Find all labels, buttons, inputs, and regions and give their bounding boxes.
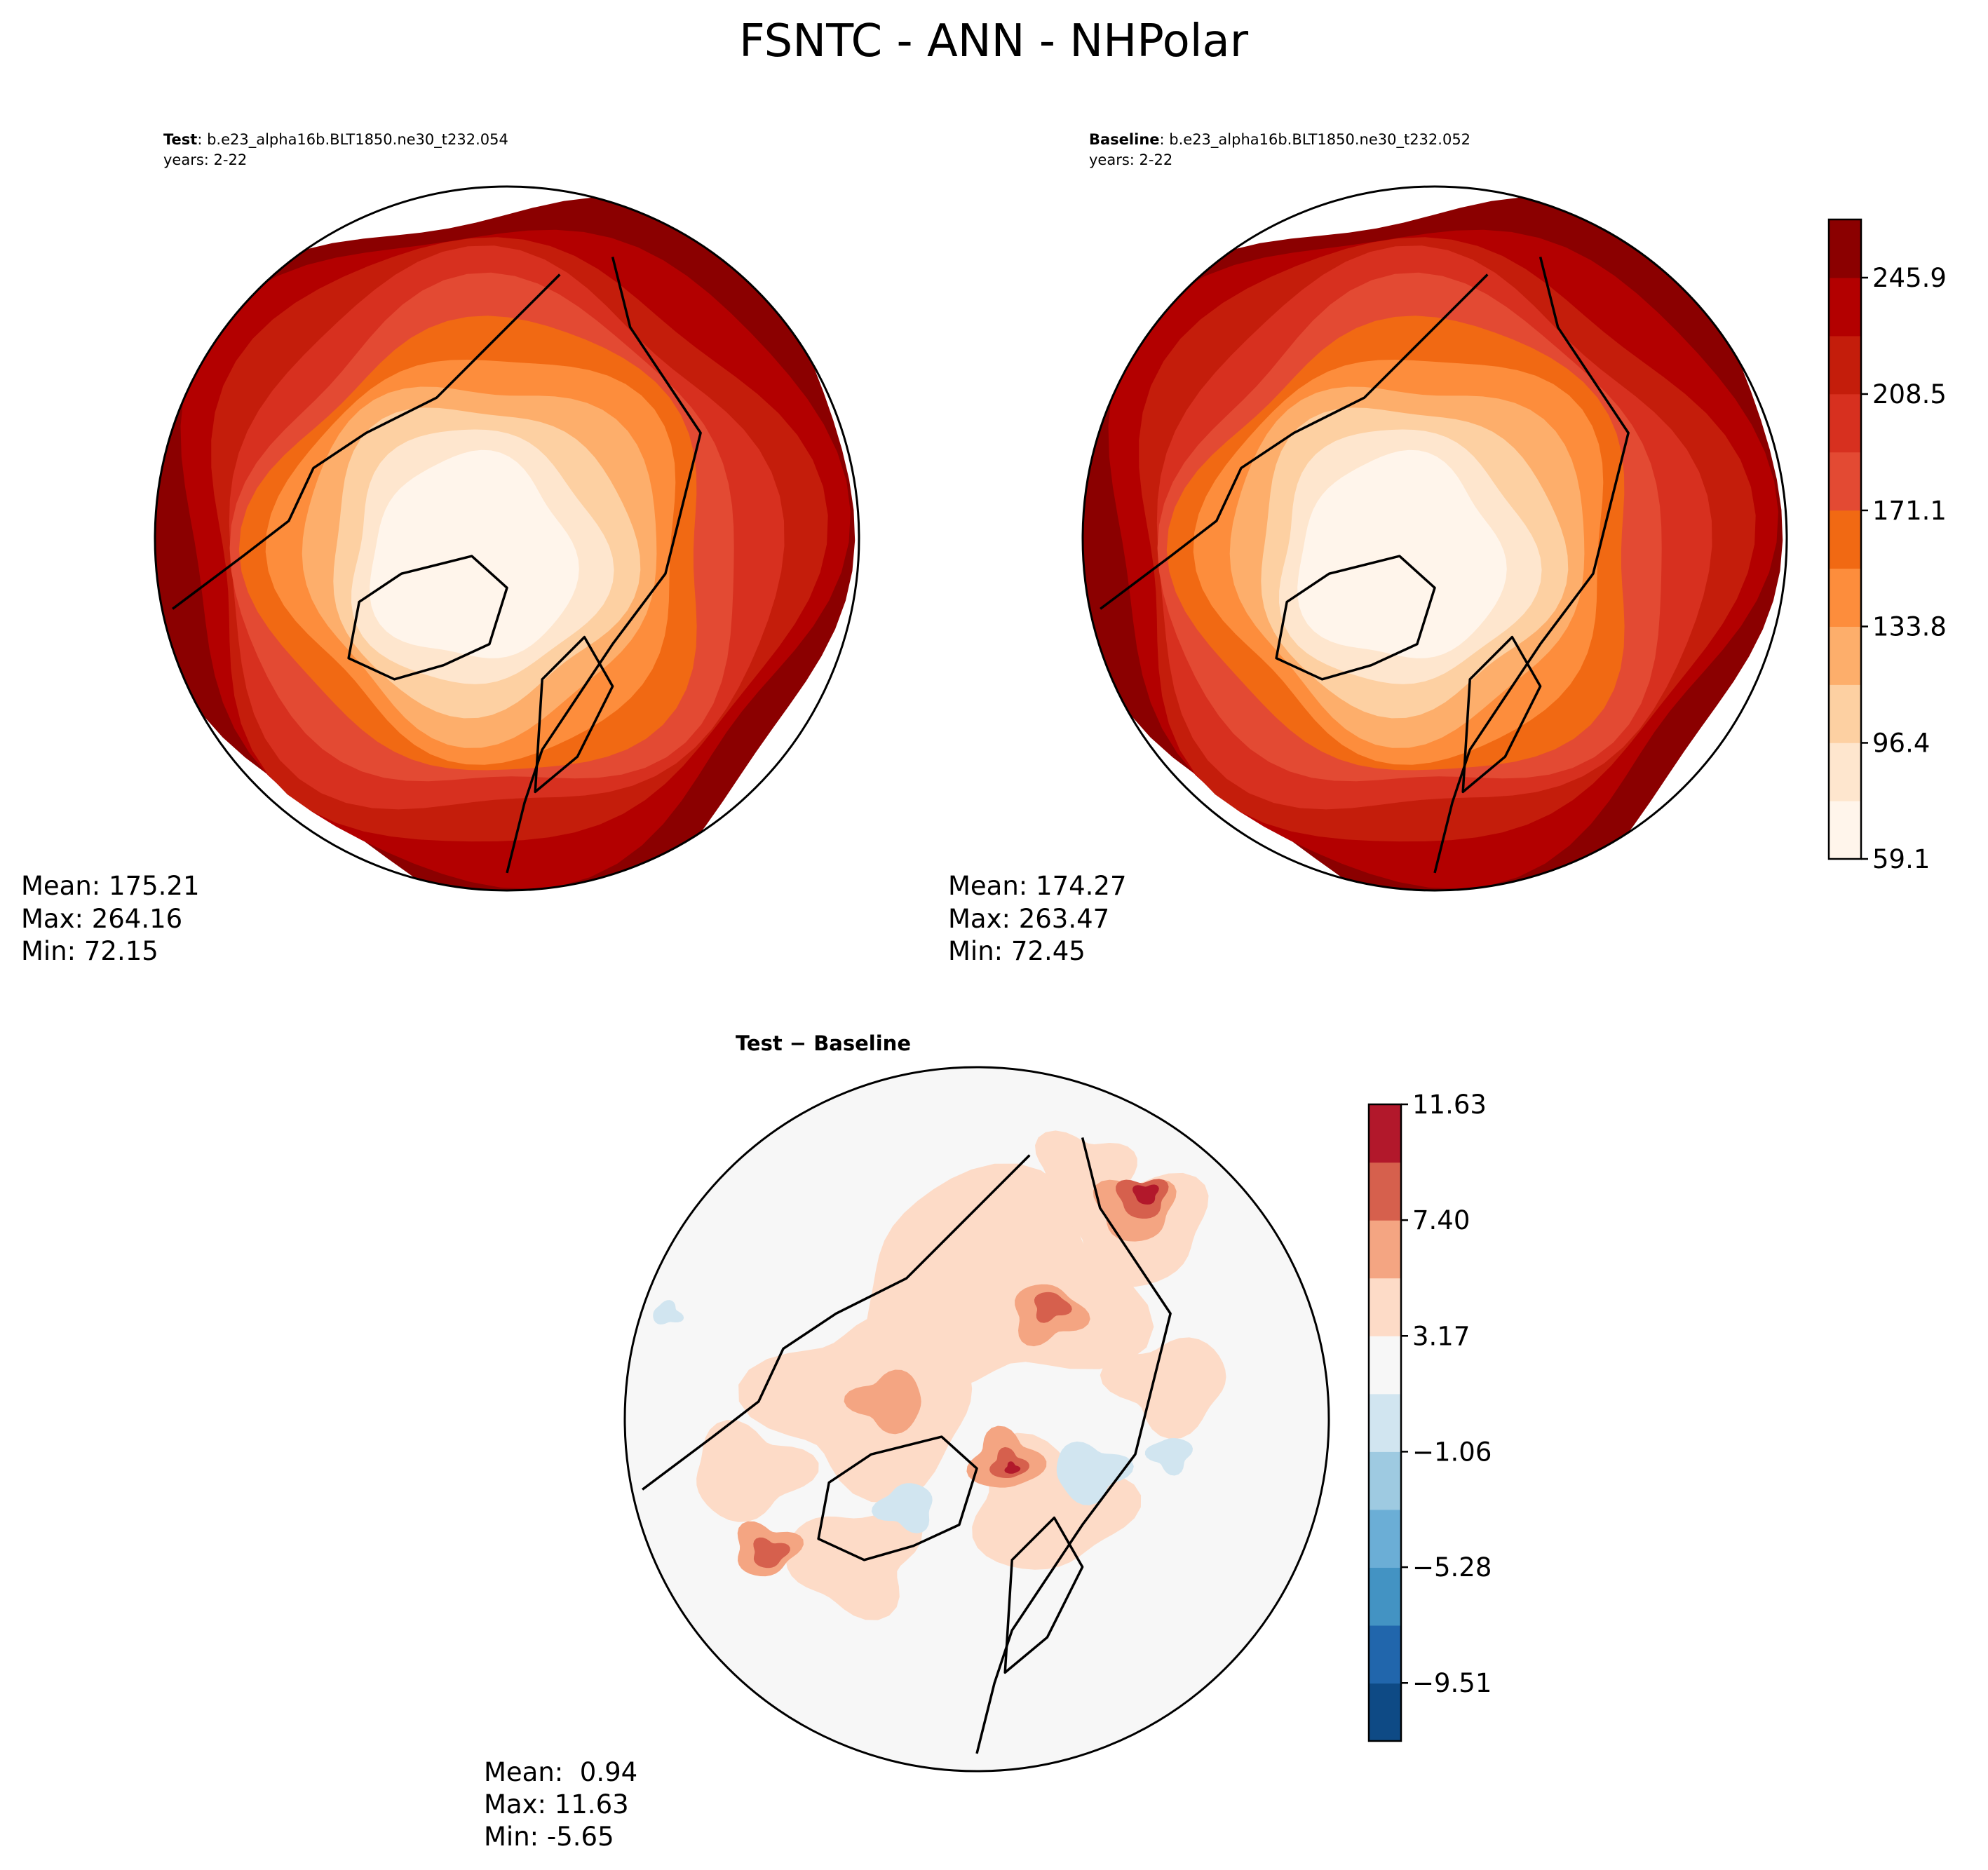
colorbar-swatch	[1829, 335, 1861, 395]
colorbar-tick-label: −9.51	[1412, 1668, 1492, 1698]
coastline	[1003, 1516, 1084, 1674]
coastline	[1100, 273, 1489, 610]
colorbar-swatch	[1369, 1625, 1401, 1684]
panel-baseline-years: years: 2-22	[1089, 151, 1172, 168]
panel-baseline-mean: Mean: 174.27	[948, 871, 1127, 901]
colorbar-swatch	[1369, 1220, 1401, 1279]
panel-difference-mean: Mean: 0.94	[484, 1757, 637, 1787]
colorbar-swatch	[1369, 1451, 1401, 1510]
colorbar-tick-label: 96.4	[1872, 728, 1930, 758]
contour-band	[1004, 1461, 1021, 1474]
coastline	[642, 1154, 1031, 1491]
panel-test-label-bold: Test	[163, 131, 197, 148]
contour-band	[370, 449, 579, 658]
coastline	[172, 273, 561, 610]
colorbar-swatch	[1369, 1336, 1401, 1395]
colorbar-tick-label: 3.17	[1412, 1321, 1470, 1351]
colorbar-swatch	[1369, 1104, 1401, 1163]
panel-test-min: Min: 72.15	[21, 936, 158, 966]
colorbar-swatch	[1829, 277, 1861, 337]
panel-test-max: Max: 264.16	[21, 904, 182, 934]
coastline	[817, 1435, 978, 1561]
coastline	[1461, 635, 1542, 794]
colorbar-tick-label: 245.9	[1872, 263, 1947, 293]
colorbar-frame	[1367, 1103, 1402, 1742]
colorbar-swatch	[1369, 1162, 1401, 1221]
panel-baseline-label: Baseline: b.e23_alpha16b.BLT1850.ne30_t2…	[1089, 131, 1470, 149]
map-boundary	[1081, 185, 1788, 892]
colorbar-swatch	[1369, 1278, 1401, 1336]
colorbar-tick-label: 7.40	[1412, 1205, 1470, 1235]
colorbar-tick-label: −1.06	[1412, 1437, 1492, 1467]
colorbar-swatch	[1829, 684, 1861, 743]
coastline	[347, 555, 508, 681]
figure-title: FSNTC - ANN - NHPolar	[739, 15, 1249, 67]
coastline	[1275, 555, 1436, 681]
colorbar-tick-label: −5.28	[1412, 1552, 1492, 1583]
colorbar-swatch	[1829, 801, 1861, 860]
contour-band	[1297, 449, 1507, 658]
colorbar-difference: 11.63 7.40 3.17 −1.06 −5.28 −9.51	[1367, 1090, 1492, 1742]
panel-test-label: Test: b.e23_alpha16b.BLT1850.ne30_t232.0…	[163, 131, 508, 149]
colorbar-swatch	[1369, 1683, 1401, 1742]
contour-band	[1034, 1292, 1072, 1323]
colorbar-swatch	[1369, 1567, 1401, 1626]
panel-test: Test: b.e23_alpha16b.BLT1850.ne30_t232.0…	[21, 131, 860, 966]
panel-baseline-label-bold: Baseline	[1089, 131, 1160, 148]
colorbar-tick-label: 208.5	[1872, 379, 1947, 409]
panel-baseline-label-rest: : b.e23_alpha16b.BLT1850.ne30_t232.052	[1160, 131, 1471, 149]
colorbar-swatch	[1829, 626, 1861, 685]
contour-band	[1144, 1438, 1193, 1476]
colorbar-swatch	[1829, 219, 1861, 278]
contour-band	[1100, 1337, 1226, 1439]
panel-difference-min: Min: -5.65	[484, 1822, 614, 1852]
map-difference	[623, 1066, 1330, 1773]
panel-baseline: Baseline: b.e23_alpha16b.BLT1850.ne30_t2…	[948, 131, 1788, 966]
contour-band	[1132, 1184, 1159, 1205]
panel-difference-label: Test − Baseline	[736, 1031, 911, 1055]
colorbar-swatch	[1829, 743, 1861, 801]
contour-band	[1056, 1441, 1134, 1505]
colorbar-frame	[1827, 218, 1862, 860]
panel-difference: Test − Baseline Mean: 0.94 Max: 11.63 Mi…	[484, 1031, 1330, 1852]
colorbar-tick-label: 11.63	[1412, 1090, 1487, 1120]
colorbar-swatch	[1829, 510, 1861, 569]
colorbar-tick-label: 133.8	[1872, 611, 1947, 642]
colorbar-tick-label: 59.1	[1872, 844, 1930, 874]
panel-baseline-min: Min: 72.45	[948, 936, 1086, 966]
contour-band	[844, 1369, 921, 1435]
panel-difference-max: Max: 11.63	[484, 1789, 629, 1820]
map-baseline	[1081, 185, 1788, 892]
contour-band	[696, 1420, 819, 1522]
map-test	[154, 185, 860, 892]
colorbar-swatch	[1829, 568, 1861, 627]
colorbar-absolute: 59.1 96.4 133.8 171.1 208.5 245.9	[1827, 218, 1947, 874]
contour-band	[871, 1483, 933, 1533]
colorbar-swatch	[1369, 1509, 1401, 1568]
contour-band	[653, 1300, 684, 1324]
contour-band	[753, 1537, 790, 1569]
panel-test-label-rest: : b.e23_alpha16b.BLT1850.ne30_t232.054	[197, 131, 508, 149]
panel-baseline-max: Max: 263.47	[948, 904, 1109, 934]
colorbar-swatch	[1369, 1393, 1401, 1452]
panel-test-years: years: 2-22	[163, 151, 247, 168]
panel-test-mean: Mean: 175.21	[21, 871, 200, 901]
colorbar-swatch	[1829, 393, 1861, 453]
map-boundary	[623, 1066, 1330, 1773]
colorbar-tick-label: 171.1	[1872, 496, 1947, 526]
colorbar-swatch	[1829, 452, 1861, 511]
map-boundary	[154, 185, 860, 892]
coastline	[534, 635, 614, 794]
